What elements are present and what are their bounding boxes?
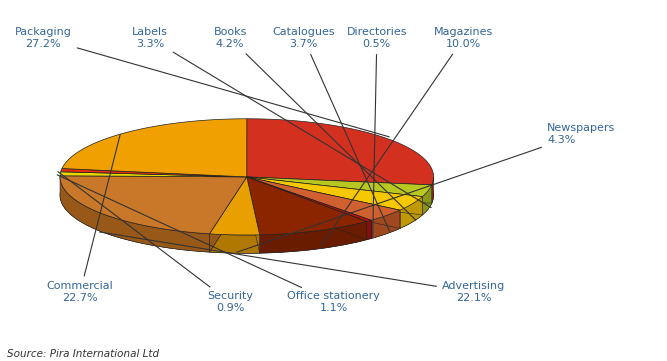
- Polygon shape: [247, 177, 367, 240]
- Polygon shape: [209, 177, 247, 252]
- Text: Security
0.9%: Security 0.9%: [58, 171, 253, 313]
- Text: Commercial
22.7%: Commercial 22.7%: [47, 134, 120, 303]
- Polygon shape: [61, 169, 247, 177]
- Polygon shape: [422, 185, 432, 215]
- Text: Source: Pira International Ltd: Source: Pira International Ltd: [7, 349, 159, 359]
- Text: Catalogues
3.7%: Catalogues 3.7%: [272, 27, 390, 231]
- Polygon shape: [247, 177, 371, 239]
- Polygon shape: [259, 221, 367, 253]
- Polygon shape: [247, 177, 367, 235]
- Text: Office stationery
1.1%: Office stationery 1.1%: [57, 175, 380, 313]
- Polygon shape: [247, 177, 259, 253]
- Polygon shape: [247, 177, 422, 215]
- Polygon shape: [247, 177, 371, 221]
- Polygon shape: [247, 177, 371, 239]
- Text: Newspapers
4.3%: Newspapers 4.3%: [237, 123, 615, 252]
- Text: Books
4.2%: Books 4.2%: [213, 27, 416, 220]
- Polygon shape: [247, 177, 432, 197]
- Polygon shape: [247, 177, 400, 229]
- Polygon shape: [209, 177, 247, 252]
- Text: Magazines
10.0%: Magazines 10.0%: [320, 27, 493, 247]
- Text: Directories
0.5%: Directories 0.5%: [347, 27, 407, 236]
- Ellipse shape: [60, 137, 434, 253]
- Polygon shape: [247, 177, 367, 240]
- Polygon shape: [432, 177, 434, 203]
- Polygon shape: [209, 234, 259, 253]
- Polygon shape: [400, 197, 422, 229]
- Polygon shape: [247, 119, 434, 185]
- Polygon shape: [60, 176, 247, 234]
- Polygon shape: [247, 177, 400, 229]
- Polygon shape: [62, 119, 247, 177]
- Polygon shape: [209, 177, 259, 235]
- Polygon shape: [371, 210, 400, 239]
- Polygon shape: [247, 177, 432, 203]
- Polygon shape: [367, 220, 371, 240]
- Text: Packaging
27.2%: Packaging 27.2%: [15, 27, 390, 137]
- Polygon shape: [247, 177, 422, 210]
- Polygon shape: [247, 177, 400, 220]
- Text: Labels
3.3%: Labels 3.3%: [132, 27, 431, 208]
- Polygon shape: [247, 177, 259, 253]
- Text: Advertising
22.1%: Advertising 22.1%: [99, 232, 505, 303]
- Polygon shape: [60, 177, 209, 252]
- Polygon shape: [247, 177, 422, 215]
- Polygon shape: [247, 177, 432, 203]
- Polygon shape: [60, 172, 247, 177]
